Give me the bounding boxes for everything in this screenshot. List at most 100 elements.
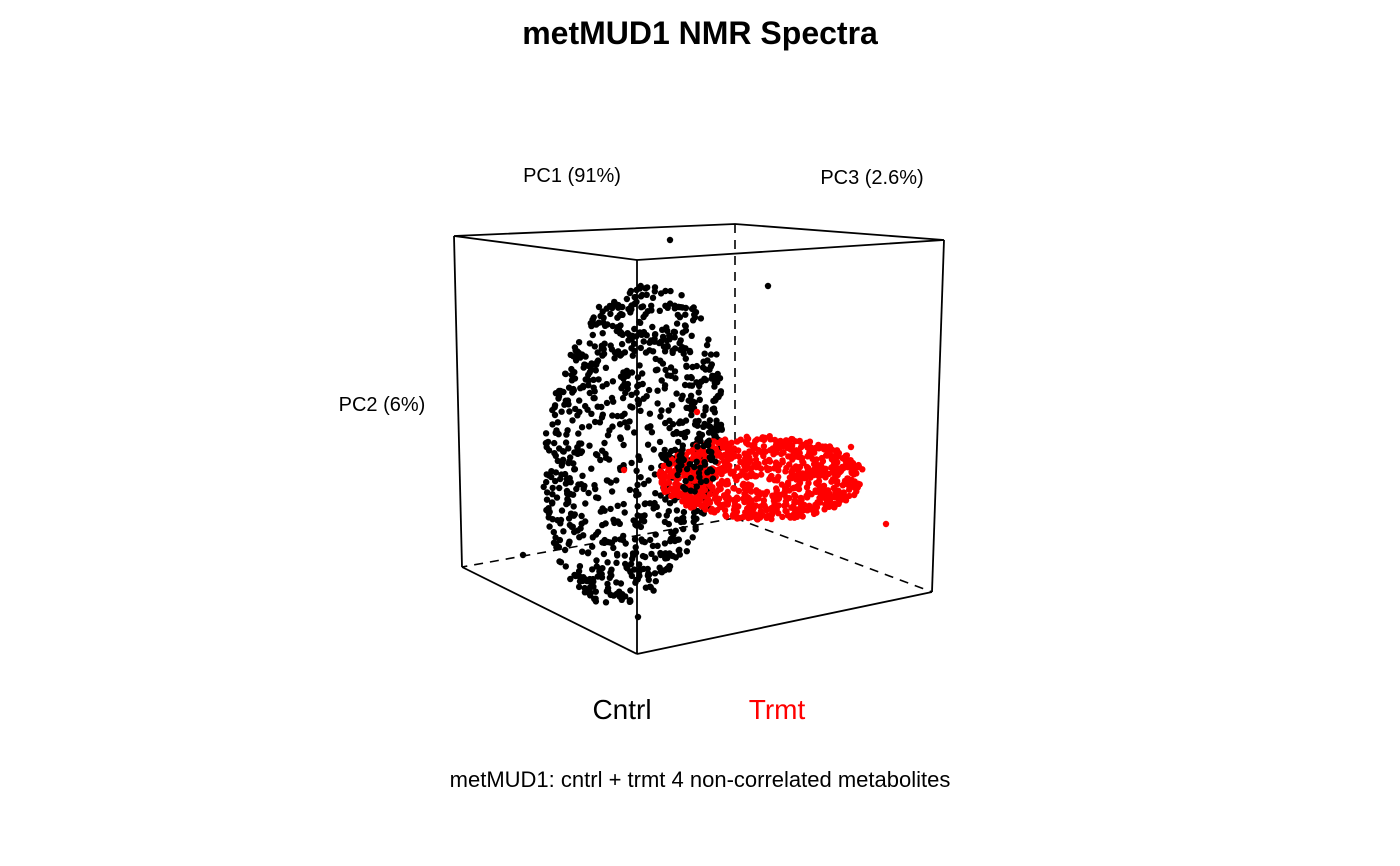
trmt-point <box>807 474 814 481</box>
cntrl-point <box>611 536 619 543</box>
cntrl-outlier-point <box>764 282 772 290</box>
cntrl-point <box>616 327 623 334</box>
cntrl-point <box>642 349 650 356</box>
cntrl-point <box>552 469 560 476</box>
cntrl-point <box>574 412 581 419</box>
cntrl-point <box>712 396 719 403</box>
cntrl-point <box>578 424 586 431</box>
cntrl-point <box>644 441 652 448</box>
cntrl-point <box>603 380 610 388</box>
cntrl-point <box>604 432 612 439</box>
trmt-point <box>774 477 781 484</box>
trmt-point <box>760 436 768 444</box>
cntrl-point <box>616 421 624 428</box>
cntrl-point <box>680 484 687 491</box>
trmt-point <box>706 499 714 506</box>
cntrl-point <box>709 475 717 482</box>
cntrl-point <box>552 452 559 459</box>
cntrl-point <box>643 393 650 400</box>
trmt-point <box>761 491 769 498</box>
cntrl-point <box>569 417 576 424</box>
cntrl-point <box>590 578 597 585</box>
cntrl-point <box>570 387 577 394</box>
cntrl-point <box>627 287 635 295</box>
cntrl-point <box>602 599 610 606</box>
cntrl-point <box>601 439 608 447</box>
cntrl-point <box>608 572 615 579</box>
trmt-point <box>821 446 828 453</box>
trmt-point <box>766 456 773 464</box>
cntrl-point <box>562 370 569 377</box>
trmt-point <box>733 476 740 484</box>
cntrl-point <box>643 291 650 298</box>
cntrl-point <box>589 566 596 573</box>
cntrl-point <box>624 424 631 431</box>
trmt-point <box>763 514 770 521</box>
cntrl-point <box>609 322 616 330</box>
cntrl-point <box>551 402 559 409</box>
cntrl-point <box>675 457 682 465</box>
trmt-point <box>753 436 761 443</box>
cntrl-point <box>590 384 597 391</box>
trmt-point <box>745 514 752 522</box>
cntrl-point <box>680 508 688 516</box>
cntrl-point <box>628 391 635 398</box>
cntrl-point <box>602 450 609 458</box>
cntrl-point <box>678 292 685 299</box>
cntrl-point <box>628 459 635 467</box>
trmt-point <box>750 505 757 513</box>
cntrl-point <box>627 587 634 594</box>
trmt-point <box>717 485 724 493</box>
cntrl-point <box>598 345 605 352</box>
chart-title: metMUD1 NMR Spectra <box>522 15 878 51</box>
cntrl-point <box>628 572 636 580</box>
cntrl-point <box>691 488 698 495</box>
cntrl-point <box>617 322 624 329</box>
cntrl-point <box>692 526 699 533</box>
cntrl-point <box>629 552 637 560</box>
cntrl-point <box>554 419 561 426</box>
cntrl-point <box>654 366 661 373</box>
trmt-point <box>775 510 782 517</box>
trmt-point <box>792 493 799 500</box>
trmt-point <box>665 473 672 481</box>
cntrl-point <box>545 510 553 517</box>
trmt-point <box>843 452 851 459</box>
cntrl-point <box>693 483 700 490</box>
cntrl-point <box>661 446 668 454</box>
cntrl-point <box>620 375 627 382</box>
cntrl-point <box>564 496 571 503</box>
cntrl-point <box>590 376 597 383</box>
trmt-point <box>807 505 814 513</box>
trmt-point <box>675 492 682 500</box>
trmt-point <box>733 438 741 445</box>
trmt-point <box>786 445 794 452</box>
cntrl-point <box>667 364 675 371</box>
cntrl-point <box>686 382 693 389</box>
cntrl-point <box>608 566 615 573</box>
cntrl-point <box>600 350 608 357</box>
cntrl-point <box>644 572 652 579</box>
cntrl-point <box>695 380 702 387</box>
cntrl-point <box>581 361 589 368</box>
trmt-point <box>712 445 719 452</box>
cntrl-point <box>585 371 592 379</box>
box-edge-left <box>453 235 463 568</box>
cntrl-point <box>615 304 622 311</box>
cntrl-point <box>688 407 695 414</box>
cntrl-point <box>573 485 580 493</box>
cntrl-point <box>658 377 665 384</box>
trmt-point <box>793 498 800 506</box>
cntrl-point <box>642 500 649 507</box>
cntrl-point <box>549 421 556 428</box>
cntrl-point <box>689 363 696 371</box>
cntrl-point <box>595 376 602 383</box>
cntrl-point <box>652 531 659 538</box>
cntrl-point <box>553 427 560 434</box>
cntrl-point <box>671 446 679 453</box>
trmt-point <box>735 447 742 454</box>
cntrl-point <box>551 439 558 447</box>
trmt-point <box>773 485 780 492</box>
cntrl-point <box>560 528 567 535</box>
